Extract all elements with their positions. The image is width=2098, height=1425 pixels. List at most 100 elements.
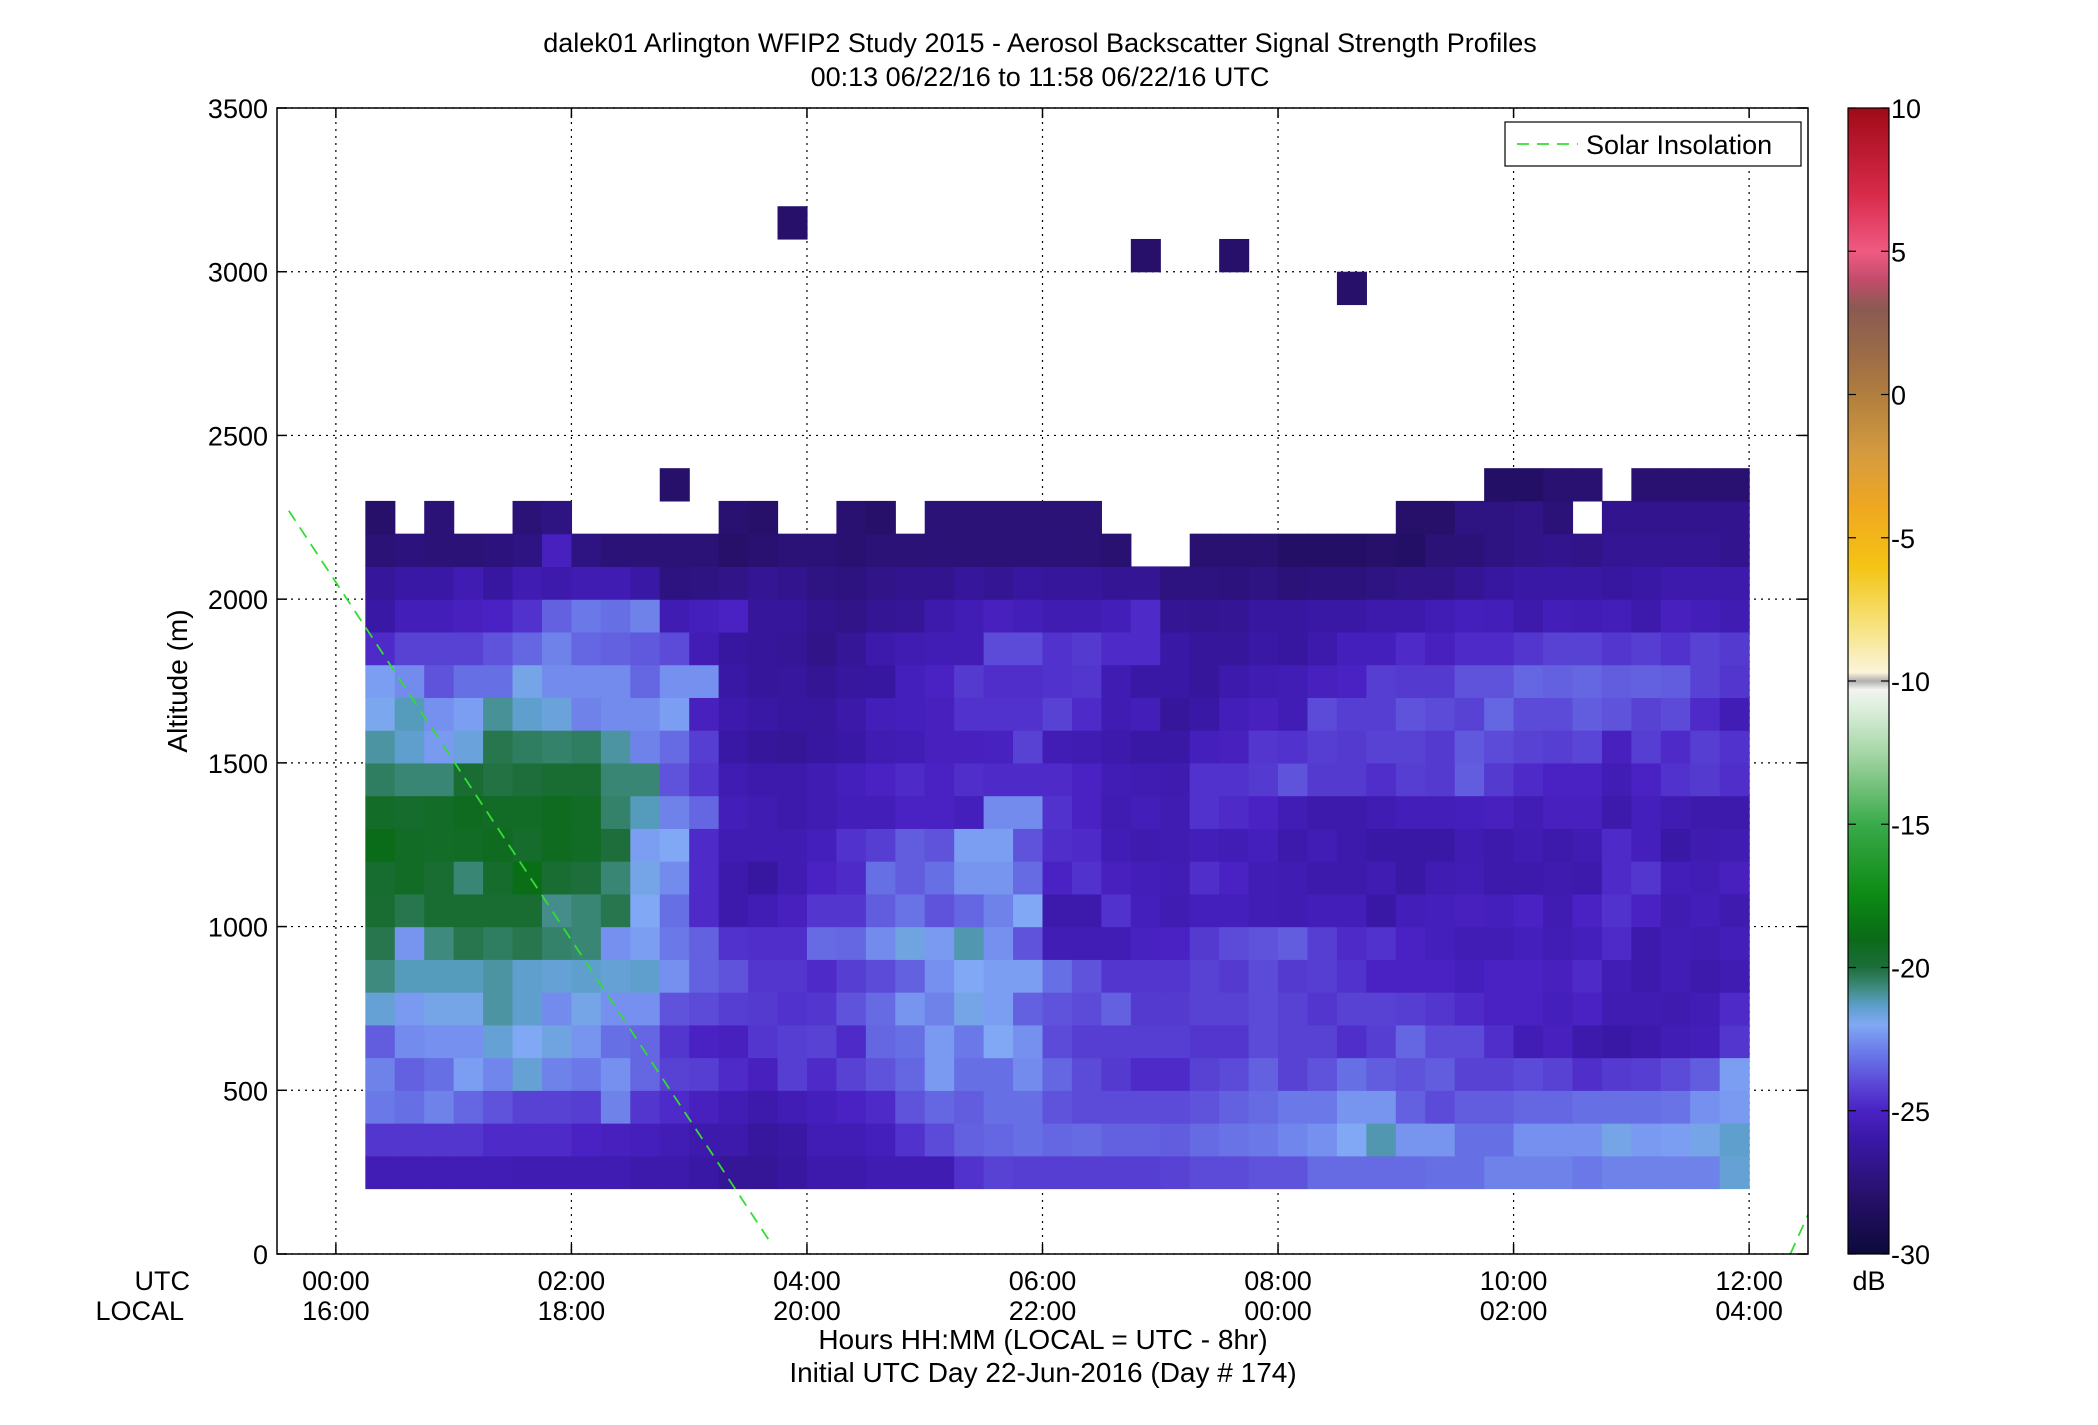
heatmap-cell (777, 1123, 808, 1157)
heatmap-cell (394, 926, 425, 960)
heatmap-cell (1601, 500, 1632, 535)
heatmap-cell (1248, 730, 1279, 764)
heatmap-cell (748, 893, 779, 928)
heatmap-cell (571, 730, 602, 764)
heatmap-cell (895, 533, 926, 567)
colorbar-tick-label: 10 (1891, 94, 1921, 124)
heatmap-cell (541, 893, 573, 928)
heatmap-cell (1160, 893, 1191, 928)
heatmap-cell (983, 926, 1014, 960)
x-tick-label-utc: 00:00 (302, 1266, 370, 1296)
heatmap-cell (1189, 1057, 1220, 1091)
heatmap-cell (954, 1024, 985, 1059)
heatmap-cell (1307, 1123, 1338, 1157)
heatmap-cell (394, 795, 425, 829)
heatmap-cell (1425, 861, 1456, 895)
heatmap-cell (1336, 762, 1367, 797)
heatmap-cell (630, 566, 661, 600)
heatmap-cell (836, 1155, 867, 1190)
heatmap-cell (1307, 599, 1338, 633)
heatmap-cell (1248, 1090, 1279, 1124)
heatmap-cell (600, 795, 631, 829)
heatmap-cell (836, 861, 867, 895)
heatmap-cell (600, 697, 631, 731)
heatmap-cell (1719, 533, 1750, 567)
heatmap-cell (1425, 1155, 1456, 1190)
heatmap-cell (718, 1123, 749, 1157)
heatmap-cell (365, 1090, 396, 1124)
heatmap-cell (1454, 893, 1485, 928)
heatmap-cell (1336, 1155, 1367, 1190)
heatmap-cell (1395, 992, 1426, 1026)
heatmap-cell (630, 631, 661, 666)
heatmap-cell (659, 762, 690, 797)
heatmap-cell (1425, 828, 1456, 862)
heatmap-cell (689, 1155, 720, 1190)
heatmap-cell (865, 762, 896, 797)
heatmap-cell (865, 1155, 896, 1190)
heatmap-cell (836, 762, 867, 797)
heatmap-cell (1719, 926, 1750, 960)
colorbar-tick-label: 0 (1891, 381, 1906, 411)
heatmap-cell (512, 500, 543, 535)
heatmap-cell (1189, 1024, 1220, 1059)
heatmap-cell (1013, 828, 1044, 862)
heatmap-cell (1513, 1090, 1544, 1124)
heatmap-cell (571, 1024, 602, 1059)
heatmap-cell (1160, 926, 1191, 960)
heatmap-cell (1013, 893, 1044, 928)
heatmap-cell (1572, 893, 1603, 928)
heatmap-cell (1160, 664, 1191, 698)
heatmap-cell (1189, 992, 1220, 1026)
chart-subtitle: 00:13 06/22/16 to 11:58 06/22/16 UTC (811, 62, 1270, 92)
heatmap-cell (895, 1057, 926, 1091)
colorbar-tick-label: -5 (1891, 524, 1915, 554)
heatmap-cell (1484, 861, 1515, 895)
heatmap-cell (1572, 762, 1603, 797)
heatmap-cell (806, 566, 838, 600)
heatmap-cell (777, 1057, 808, 1091)
heatmap-cell (1278, 664, 1309, 698)
heatmap-cell (806, 631, 838, 666)
heatmap-cell (1395, 893, 1426, 928)
heatmap-cell (600, 1155, 631, 1190)
heatmap-cell (954, 664, 985, 698)
heatmap-cell (748, 566, 779, 600)
heatmap-cell (865, 795, 896, 829)
heatmap-cell (954, 500, 985, 535)
heatmap-cell (1425, 664, 1456, 698)
heatmap-cell (836, 533, 867, 567)
heatmap-cell (1130, 730, 1161, 764)
heatmap-cell (1013, 697, 1044, 731)
x-tick-label-utc: 02:00 (538, 1266, 606, 1296)
heatmap-cell (424, 500, 455, 535)
heatmap-cell (630, 1090, 661, 1124)
heatmap-cell (836, 1090, 867, 1124)
heatmap-cell (1130, 992, 1161, 1026)
heatmap-cell (1101, 795, 1132, 829)
heatmap-cell (600, 1057, 631, 1091)
heatmap-cell (865, 861, 896, 895)
heatmap-cell (394, 828, 425, 862)
heatmap-cell (1572, 631, 1603, 666)
heatmap-cell (365, 730, 396, 764)
heatmap-cell (895, 631, 926, 666)
heatmap-cell (748, 599, 779, 633)
heatmap-cell (806, 1057, 838, 1091)
heatmap-cell (512, 1057, 543, 1091)
heatmap-cell (394, 631, 425, 666)
heatmap-cell (1336, 926, 1367, 960)
heatmap-cell (365, 992, 396, 1026)
heatmap-cell (777, 926, 808, 960)
heatmap-cell (954, 1123, 985, 1157)
heatmap-cell (1307, 762, 1338, 797)
heatmap-cell (1101, 730, 1132, 764)
heatmap-cell (1513, 730, 1544, 764)
heatmap-cell (1130, 926, 1161, 960)
heatmap-cell (806, 926, 838, 960)
heatmap-cell (1101, 533, 1132, 567)
heatmap-cell (1219, 631, 1250, 666)
heatmap-cell (1219, 599, 1250, 633)
heatmap-cell (777, 1024, 808, 1059)
heatmap-cell (571, 533, 602, 567)
